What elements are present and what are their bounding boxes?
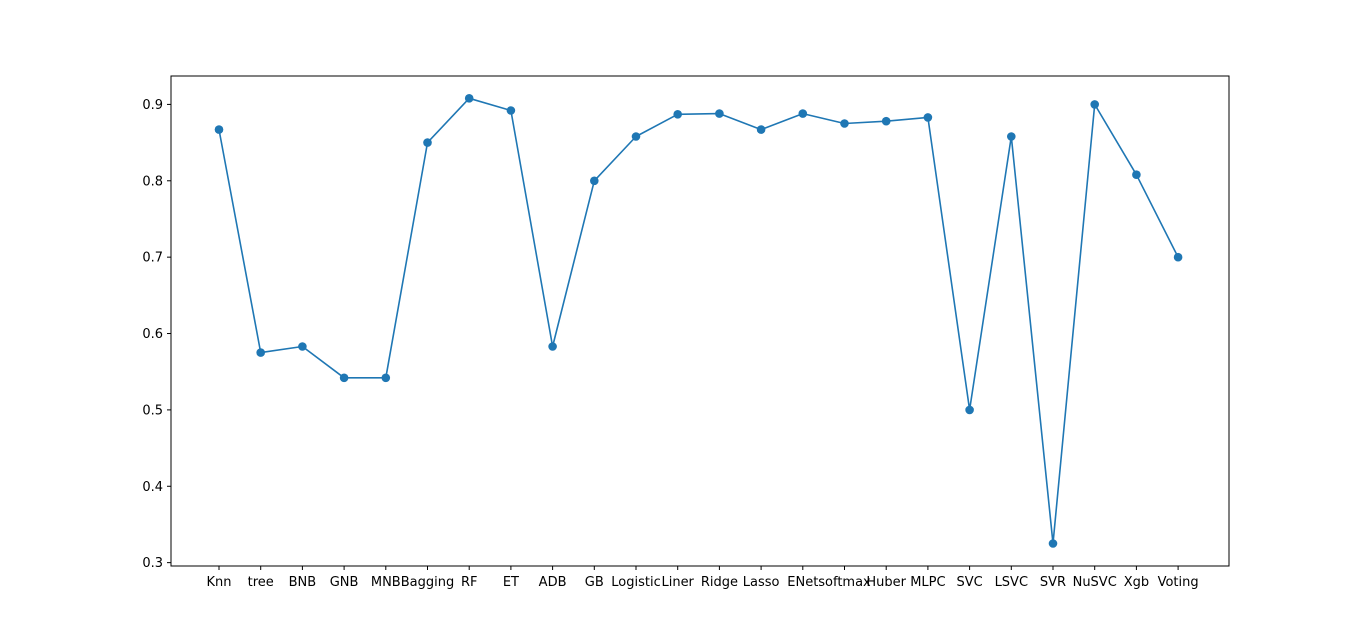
x-tick-label: Xgb — [1124, 575, 1149, 590]
y-tick-label: 0.4 — [142, 480, 163, 495]
data-point — [881, 116, 891, 126]
x-tick-label: ENet — [787, 575, 818, 590]
x-tick-label: Liner — [661, 575, 694, 590]
x-tick-label: softmax — [818, 575, 871, 590]
x-tick-label: SVC — [956, 575, 982, 590]
plot-frame — [170, 75, 1230, 567]
y-tick-label: 0.7 — [142, 251, 163, 266]
x-tick-label: GB — [585, 575, 604, 590]
data-point — [923, 113, 933, 122]
axis-ticks: Knn tree BNB GNB MNB Bagging RF ET ADB GB Logistic… — [142, 98, 1198, 590]
x-tick-label: tree — [248, 575, 274, 590]
x-tick-label: ADB — [539, 575, 567, 590]
data-point — [214, 125, 224, 134]
data-point — [339, 373, 349, 383]
data-point — [840, 119, 849, 128]
series-line — [218, 97, 1179, 545]
x-tick-label: SVR — [1040, 575, 1066, 590]
data-point — [381, 373, 391, 383]
data-point — [965, 405, 974, 415]
x-tick-label: Lasso — [743, 575, 780, 590]
data-point — [631, 132, 641, 141]
x-tick-label: Voting — [1158, 575, 1199, 590]
plot-background — [171, 76, 1229, 566]
data-point — [548, 342, 557, 351]
x-tick-label: ET — [503, 575, 519, 590]
series-layer — [214, 94, 1183, 548]
y-tick-label: 0.8 — [142, 174, 163, 189]
data-point — [506, 106, 516, 115]
y-tick-label: 0.3 — [142, 556, 163, 571]
y-tick-label: 0.9 — [142, 98, 163, 113]
x-tick-label: NuSVC — [1073, 575, 1117, 590]
data-point — [673, 110, 682, 119]
data-point — [1173, 252, 1183, 262]
x-tick-label: RF — [461, 575, 478, 590]
x-tick-label: MLPC — [910, 575, 945, 590]
x-tick-label: Bagging — [401, 575, 455, 590]
data-point — [256, 348, 266, 357]
x-tick-label: GNB — [330, 575, 359, 590]
data-point — [423, 138, 432, 147]
data-point — [715, 109, 724, 118]
data-point — [1132, 170, 1141, 179]
x-tick-label: LSVC — [995, 575, 1028, 590]
data-point — [464, 94, 474, 103]
x-tick-label: Ridge — [701, 575, 738, 590]
y-tick-label: 0.6 — [142, 327, 163, 342]
x-tick-label: Knn — [206, 575, 231, 590]
data-point — [756, 125, 766, 134]
data-point — [590, 176, 599, 186]
data-point — [298, 342, 307, 351]
data-point — [798, 109, 808, 118]
data-point — [1048, 539, 1058, 548]
data-point — [1007, 132, 1016, 141]
x-tick-label: Logistic — [611, 575, 660, 590]
x-tick-label: BNB — [289, 575, 317, 590]
data-point — [1090, 100, 1099, 109]
x-tick-label: Huber — [866, 575, 906, 590]
y-tick-label: 0.5 — [142, 403, 163, 418]
x-tick-label: MNB — [371, 575, 401, 590]
